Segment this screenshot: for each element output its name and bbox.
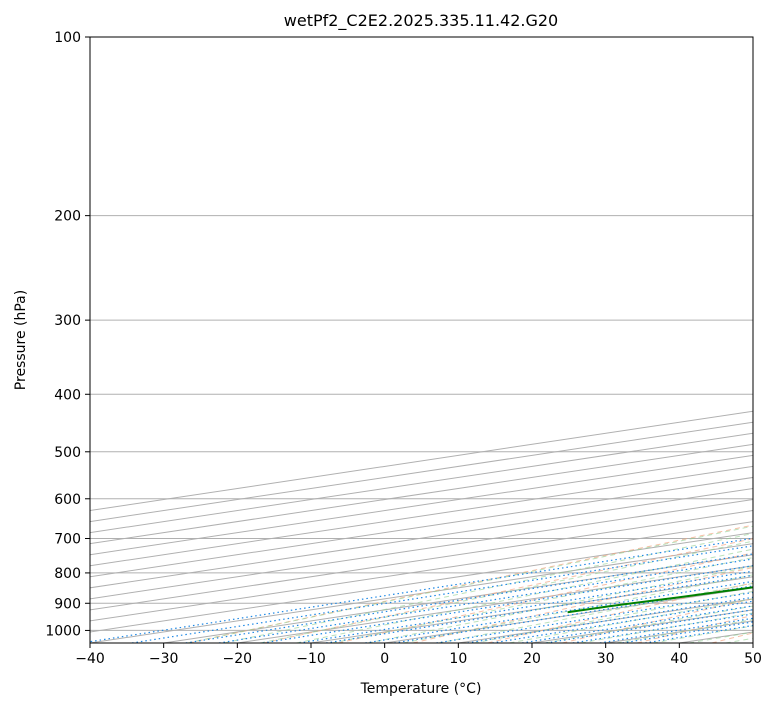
moist-adiabat-line xyxy=(725,637,753,643)
isotherm-line xyxy=(90,510,753,611)
isotherm-line xyxy=(90,543,753,643)
dry-adiabats xyxy=(188,524,753,643)
dry-adiabat-line xyxy=(562,598,753,643)
dry-adiabat-line xyxy=(412,566,753,643)
x-tick-label: 40 xyxy=(670,651,688,667)
x-tick-label: −30 xyxy=(149,651,179,667)
y-tick-label: 1000 xyxy=(45,623,81,639)
x-tick-label: −20 xyxy=(223,651,253,667)
isotherm-line xyxy=(458,598,753,643)
dry-adiabat-line xyxy=(263,538,753,643)
plot-frame xyxy=(89,36,754,644)
mixing-ratio-line xyxy=(131,545,753,643)
x-tick-label: 30 xyxy=(597,651,615,667)
chart-title: wetPf2_C2E2.2025.335.11.42.G20 xyxy=(284,11,558,31)
moist-adiabat-line xyxy=(652,625,753,643)
x-axis-title: Temperature (°C) xyxy=(360,681,482,697)
isotherm-lines xyxy=(90,410,753,643)
sounding-series xyxy=(567,586,753,614)
moist-adiabat-line xyxy=(580,612,753,643)
plot-area: 0.10.20.40.611.52346810131620253036 -100… xyxy=(90,37,753,643)
mixing-ratio-line xyxy=(492,600,753,643)
moist-adiabat-line xyxy=(223,532,753,643)
y-tick-label: 900 xyxy=(54,596,81,612)
dewpoint-line xyxy=(567,586,753,614)
dry-adiabat-line xyxy=(487,582,753,643)
y-tick-label: 100 xyxy=(54,30,81,46)
x-tick-label: −40 xyxy=(75,651,105,667)
y-tick-label: 700 xyxy=(54,532,81,548)
isotherm-line xyxy=(90,499,753,600)
mixing-ratio-line xyxy=(436,591,753,643)
mixing-ratio-line xyxy=(365,580,753,643)
isotherm-line xyxy=(310,576,753,643)
dry-adiabat-line xyxy=(188,524,753,643)
mixing-ratio-line xyxy=(185,553,753,643)
moist-adiabat-line xyxy=(438,582,753,643)
moist-adiabat-line xyxy=(296,548,753,643)
isotherm-line xyxy=(752,642,753,643)
isobar-gridlines xyxy=(90,37,753,631)
mixing-ratio-line xyxy=(262,565,753,643)
x-axis-ticks: −40 −30 −20 −10 0 10 20 30 40 50 xyxy=(75,643,762,667)
moist-adiabat-line xyxy=(403,574,753,643)
x-tick-label: 0 xyxy=(380,651,389,667)
moist-adiabat-line xyxy=(509,598,753,643)
y-axis-ticks: 100 200 300 400 500 600 700 800 900 1000 xyxy=(45,30,90,639)
dry-adiabat-line xyxy=(636,614,753,643)
mixing-ratio-line xyxy=(299,570,753,643)
y-tick-label: 400 xyxy=(54,387,81,403)
x-tick-label: 10 xyxy=(449,651,467,667)
y-tick-label: 600 xyxy=(54,492,81,508)
isotherm-line xyxy=(90,432,753,534)
mixing-ratio-line xyxy=(645,624,753,643)
isotherm-line xyxy=(90,410,753,512)
moist-adiabat-line xyxy=(260,540,753,643)
isotherm-line xyxy=(384,587,753,643)
isotherm-line xyxy=(90,521,753,622)
mixing-ratio-line xyxy=(467,596,753,643)
isotherm-line xyxy=(90,476,753,578)
x-tick-label: −10 xyxy=(296,651,326,667)
y-tick-label: 800 xyxy=(54,566,81,582)
isotherm-line xyxy=(90,454,753,556)
y-tick-label: 200 xyxy=(54,209,81,225)
mixing-ratio-lines xyxy=(90,537,753,643)
isotherm-line xyxy=(90,465,753,567)
y-axis-title: Pressure (hPa) xyxy=(13,290,29,390)
x-tick-label: 20 xyxy=(523,651,541,667)
isotherm-line xyxy=(90,421,753,523)
x-tick-label: 50 xyxy=(744,651,762,667)
dry-adiabat-line xyxy=(711,632,753,643)
isotherm-line xyxy=(90,532,753,633)
moist-adiabat-line xyxy=(367,565,753,643)
isotherm-line xyxy=(90,443,753,545)
moist-adiabat-line xyxy=(332,557,753,643)
y-tick-label: 300 xyxy=(54,313,81,329)
isotherm-line xyxy=(90,487,753,589)
y-tick-label: 500 xyxy=(54,445,81,461)
mixing-ratio-line xyxy=(394,585,753,643)
